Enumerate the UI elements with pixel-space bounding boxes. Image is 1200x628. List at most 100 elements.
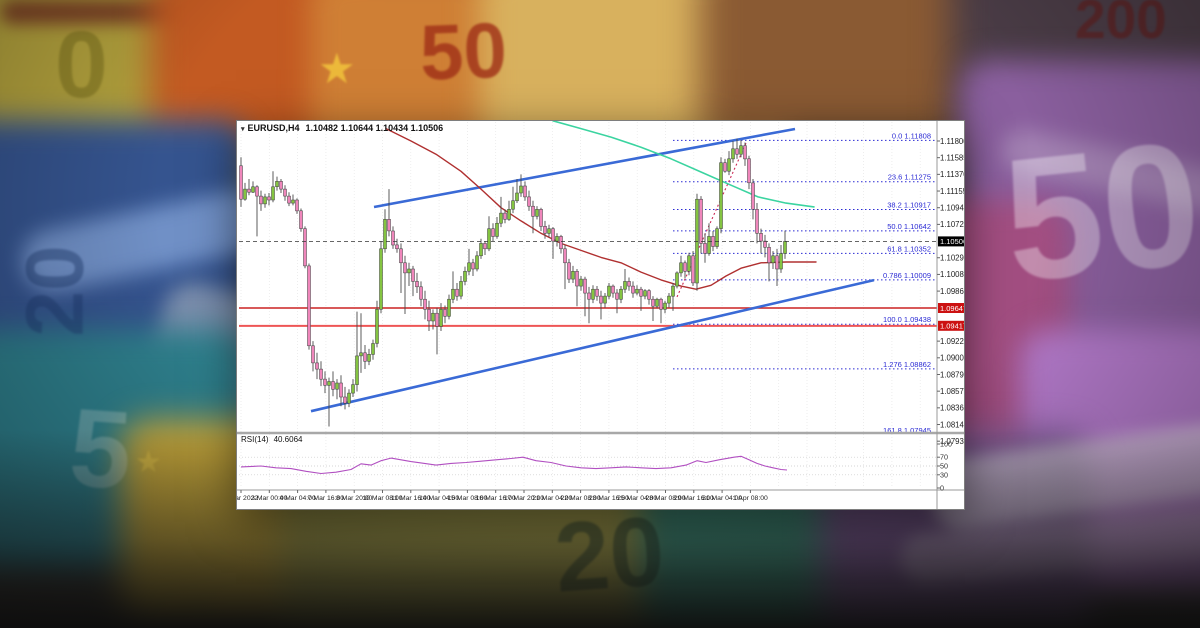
candle [587, 286, 591, 324]
candle [755, 203, 759, 244]
svg-text:1.11370: 1.11370 [940, 170, 964, 179]
svg-text:50.0 1.10642: 50.0 1.10642 [887, 222, 931, 231]
banknote-numeral: 200 [1075, 0, 1167, 50]
candle [731, 141, 735, 163]
support-lines[interactable] [239, 307, 937, 327]
candle [387, 189, 391, 237]
svg-text:1.08575: 1.08575 [940, 387, 964, 396]
svg-text:10 Mar 08:00: 10 Mar 08:00 [362, 495, 402, 502]
rsi-indicator-title: RSI(14) 40.6064 [241, 435, 302, 444]
svg-text:1.09865: 1.09865 [940, 287, 964, 296]
bid-price-box: 1.10506 [938, 236, 964, 247]
candle [539, 207, 543, 231]
svg-text:16 Mar 16:00: 16 Mar 16:00 [476, 495, 516, 502]
candle [403, 255, 407, 314]
candle [579, 275, 583, 291]
candle [563, 244, 567, 290]
candle [595, 286, 599, 301]
candle [415, 272, 419, 294]
banknote-numeral: 5 [65, 386, 136, 513]
svg-text:50: 50 [940, 462, 948, 471]
candle [307, 263, 311, 350]
candle [347, 389, 351, 408]
candle [647, 289, 651, 305]
candle [379, 241, 383, 314]
fibonacci-retracement[interactable]: 0.0 1.11808 23.6 1.11275 38.2 1.10917 50.0 … [673, 131, 937, 435]
candle [447, 294, 451, 320]
candle [511, 186, 515, 214]
banknote-star-icon: ★ [318, 45, 356, 92]
candle [487, 216, 491, 252]
candle [615, 289, 619, 314]
candle [295, 198, 299, 214]
price-axis: 1.11800 1.11585 1.11370 1.11155 1.10940 1.107… [937, 137, 964, 446]
candle [739, 140, 743, 158]
candle [623, 268, 627, 294]
candle [719, 157, 723, 234]
candle [299, 208, 303, 232]
candle [243, 182, 247, 201]
candle [279, 179, 283, 193]
candle [311, 341, 315, 372]
candle [627, 277, 631, 291]
svg-text:0: 0 [940, 484, 944, 493]
candle [443, 305, 447, 324]
candle [259, 190, 263, 211]
candle [683, 260, 687, 279]
svg-text:1.09220: 1.09220 [940, 337, 964, 346]
candle [423, 290, 427, 320]
svg-text:1.10725: 1.10725 [940, 220, 964, 229]
svg-text:1.09647: 1.09647 [940, 304, 964, 313]
candle [691, 251, 695, 287]
support-price-box: 1.09417 [938, 320, 964, 331]
candle [239, 157, 243, 207]
svg-text:1.10295: 1.10295 [940, 254, 964, 263]
candle [459, 275, 463, 300]
fast-ma-line[interactable] [552, 121, 815, 208]
candle [475, 251, 479, 272]
mt4-chart-window[interactable]: 0.0 1.11808 23.6 1.11275 38.2 1.10917 50.0 … [236, 120, 965, 510]
candle [723, 158, 727, 173]
candle [247, 179, 251, 196]
candle [455, 282, 459, 301]
symbol-dropdown-icon[interactable]: ▾ [241, 126, 245, 133]
candle [407, 262, 411, 287]
svg-text:22 Mar 08:00: 22 Mar 08:00 [561, 495, 601, 502]
svg-text:1.10940: 1.10940 [940, 204, 964, 213]
svg-text:1 Mar 2022: 1 Mar 2022 [237, 495, 258, 502]
candle [747, 155, 751, 190]
candle [547, 224, 551, 238]
trendlines[interactable] [310, 127, 875, 413]
candle [631, 281, 635, 298]
banknote-numeral: 20 [9, 245, 101, 337]
candle [291, 194, 295, 206]
candle [775, 248, 779, 287]
chart-canvas[interactable]: 0.0 1.11808 23.6 1.11275 38.2 1.10917 50.0 … [237, 121, 964, 509]
svg-text:30: 30 [940, 470, 948, 479]
candle [431, 309, 435, 330]
support-price-box: 1.09647 [938, 303, 964, 313]
candle [599, 290, 603, 320]
candle [339, 375, 343, 407]
candle [331, 371, 335, 397]
svg-text:1.09005: 1.09005 [940, 354, 964, 363]
svg-text:29 Mar 16:00: 29 Mar 16:00 [674, 495, 714, 502]
slow-ma-line[interactable] [385, 127, 817, 290]
svg-text:23.6 1.11275: 23.6 1.11275 [888, 173, 931, 182]
svg-text:25 Mar 04:00: 25 Mar 04:00 [617, 495, 657, 502]
svg-text:1.08145: 1.08145 [940, 420, 964, 429]
candle [263, 193, 267, 208]
chart-title: ▾ EURUSD,H4 1.10482 1.10644 1.10434 1.1050… [241, 123, 443, 133]
candle [543, 220, 547, 239]
svg-text:17 Mar 20:00: 17 Mar 20:00 [504, 495, 544, 502]
svg-text:1.11800: 1.11800 [940, 137, 964, 146]
candle [751, 179, 755, 220]
candle [675, 271, 679, 289]
candle [383, 209, 387, 253]
svg-text:1.10080: 1.10080 [940, 270, 964, 279]
candle [371, 339, 375, 360]
candle [567, 258, 571, 283]
svg-text:100: 100 [940, 440, 952, 449]
svg-text:14 Mar 04:00: 14 Mar 04:00 [419, 495, 459, 502]
